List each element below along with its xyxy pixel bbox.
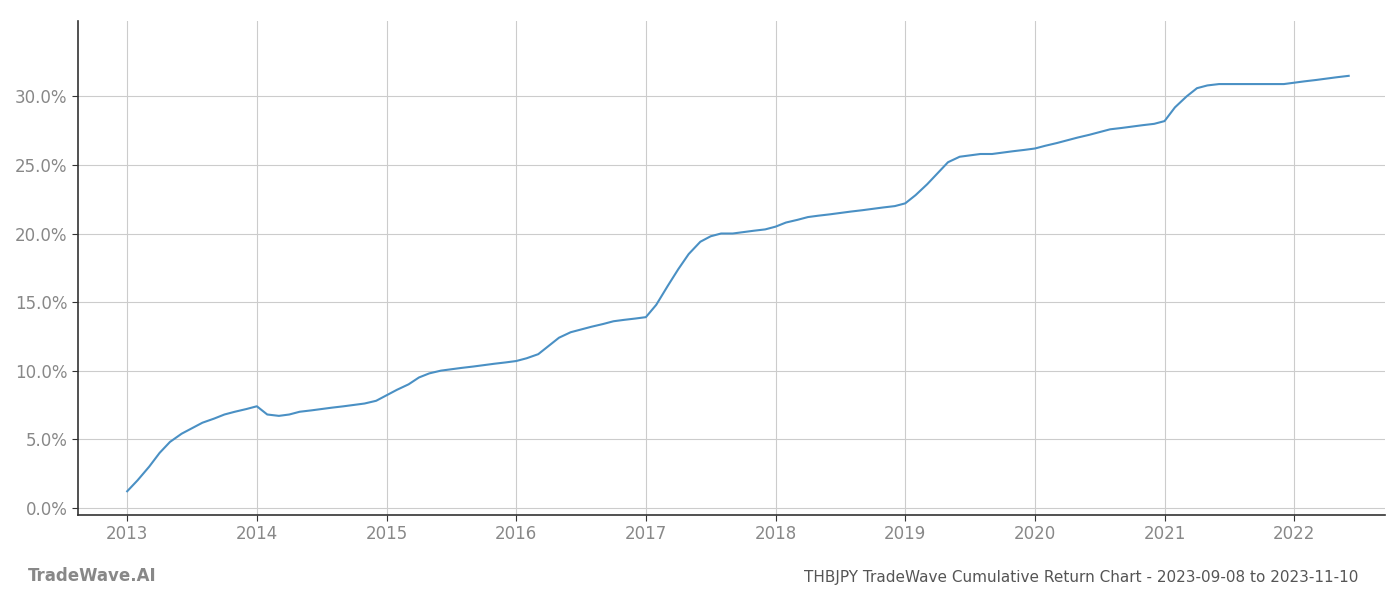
Text: TradeWave.AI: TradeWave.AI: [28, 567, 157, 585]
Text: THBJPY TradeWave Cumulative Return Chart - 2023-09-08 to 2023-11-10: THBJPY TradeWave Cumulative Return Chart…: [804, 570, 1358, 585]
